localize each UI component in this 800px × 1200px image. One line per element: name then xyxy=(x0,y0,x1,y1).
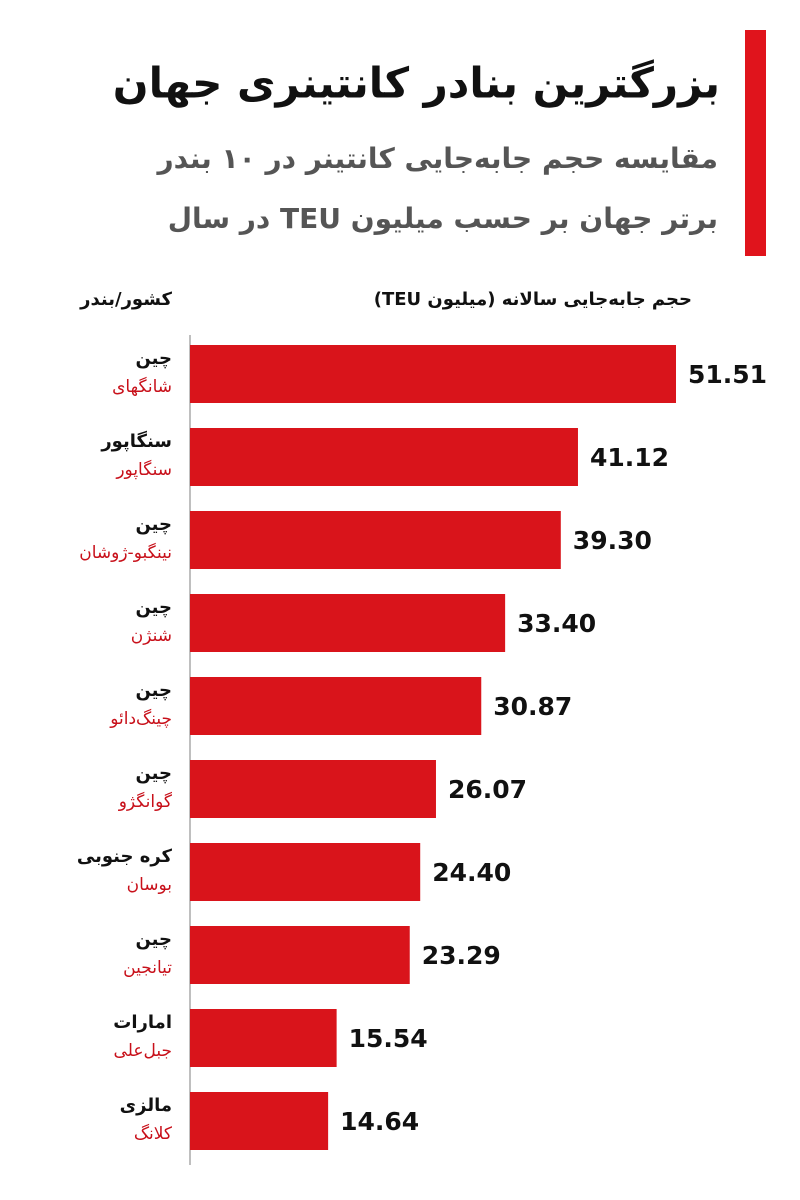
value-label: 33.40 xyxy=(517,609,596,638)
port-label: شنژن xyxy=(131,626,172,646)
country-label: امارات xyxy=(113,1012,172,1033)
country-label: چین xyxy=(135,348,172,369)
value-label: 24.40 xyxy=(432,858,511,887)
value-label: 15.54 xyxy=(349,1024,428,1053)
country-label: مالزی xyxy=(120,1095,172,1116)
country-label: چین xyxy=(135,680,172,701)
bar xyxy=(190,677,482,735)
port-label: تیانجین xyxy=(123,958,172,978)
bar xyxy=(190,1009,337,1067)
bar xyxy=(190,926,410,984)
bar xyxy=(190,843,421,901)
port-label: بوسان xyxy=(127,875,172,895)
country-label: سنگاپور xyxy=(100,430,172,452)
accent-bar xyxy=(745,30,766,256)
country-label: چین xyxy=(135,514,172,535)
value-label: 14.64 xyxy=(340,1107,419,1136)
subtitle: مقایسه حجم جابه‌جایی کانتینر در ۱۰ بندر xyxy=(156,142,718,175)
bar xyxy=(190,511,561,569)
bar xyxy=(190,760,436,818)
category-header: کشور/بندر xyxy=(79,289,172,310)
value-label: 51.51 xyxy=(688,360,767,389)
bar xyxy=(190,594,506,652)
bar xyxy=(190,428,578,486)
port-label: نینگبو-ژوشان xyxy=(79,542,172,563)
value-label: 41.12 xyxy=(590,443,669,472)
port-label: گوانگژو xyxy=(118,791,173,812)
value-header: حجم جابه‌جایی سالانه (میلیون TEU) xyxy=(374,289,692,310)
port-label: سنگاپور xyxy=(115,459,172,480)
country-label: چین xyxy=(135,597,172,618)
country-label: چین xyxy=(135,929,172,950)
chart-title: بزرگترین بنادر کانتینری جهان xyxy=(113,59,720,109)
bar xyxy=(190,1092,329,1150)
subtitle: برتر جهان بر حسب میلیون TEU در سال xyxy=(168,202,718,235)
value-label: 26.07 xyxy=(448,775,527,804)
port-label: شانگهای xyxy=(112,376,172,397)
port-label: کلانگ xyxy=(134,1123,173,1144)
bar xyxy=(190,345,676,403)
country-label: کره جنوبی xyxy=(77,846,173,867)
value-label: 30.87 xyxy=(493,692,572,721)
port-label: چینگ‌دائو xyxy=(109,708,172,729)
port-label: جبل‌علی xyxy=(114,1041,172,1061)
value-label: 23.29 xyxy=(422,941,501,970)
value-label: 39.30 xyxy=(573,526,652,555)
country-label: چین xyxy=(135,763,172,784)
